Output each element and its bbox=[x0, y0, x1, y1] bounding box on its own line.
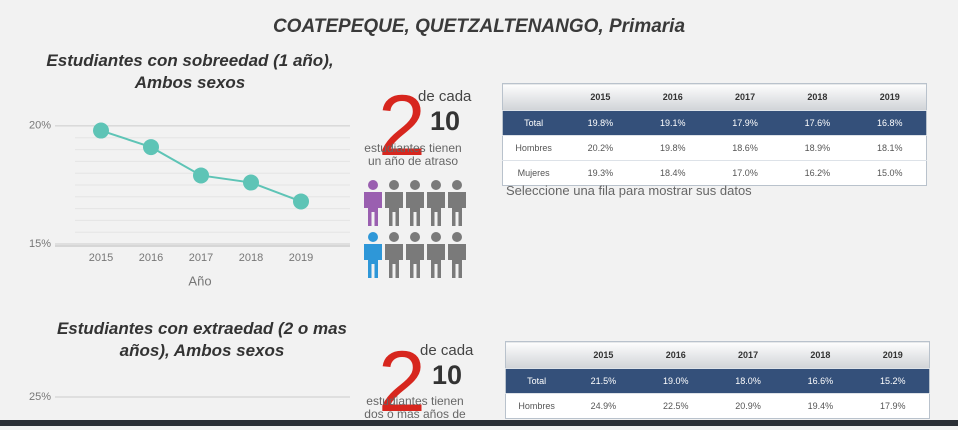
cell: 21.5% bbox=[567, 368, 640, 394]
cell: 16.6% bbox=[784, 368, 857, 394]
x-tick-label: 2016 bbox=[139, 252, 163, 264]
person-body bbox=[406, 244, 424, 278]
cell: 17.0% bbox=[708, 160, 782, 186]
cell: 20.2% bbox=[564, 135, 637, 161]
table-row[interactable]: Hombres 24.9% 22.5% 20.9% 19.4% 17.9% bbox=[505, 393, 930, 419]
person-body bbox=[427, 244, 445, 278]
person-body bbox=[385, 192, 403, 226]
x-axis-label: Año bbox=[188, 273, 211, 288]
chart-title: Estudiantes con extraedad (2 o mas años)… bbox=[56, 319, 348, 360]
page-title: COATEPEQUE, QUETZALTENANGO, Primaria bbox=[272, 16, 686, 37]
cell: 22.5% bbox=[639, 393, 712, 419]
cell: 19.1% bbox=[636, 110, 709, 136]
table-row[interactable]: Total 21.5% 19.0% 18.0% 16.6% 15.2% bbox=[505, 368, 930, 394]
cell: 17.6% bbox=[781, 110, 854, 136]
person-head bbox=[452, 180, 462, 190]
cell: 16.8% bbox=[853, 110, 927, 136]
info-de-cada: de cada bbox=[420, 342, 474, 359]
cell: 19.3% bbox=[564, 160, 637, 186]
y-tick-label: 25% bbox=[29, 391, 51, 403]
column-header: 2015 bbox=[564, 83, 637, 111]
cell: 15.2% bbox=[856, 368, 930, 394]
column-header: 2016 bbox=[639, 341, 712, 369]
info-text: estudiantes tienen dos o mas años de bbox=[364, 395, 466, 420]
y-tick-label: 15% bbox=[29, 238, 51, 250]
cell: 19.4% bbox=[784, 393, 857, 419]
person-head bbox=[389, 180, 399, 190]
person-head bbox=[389, 232, 399, 242]
info-number: 2 bbox=[378, 78, 426, 174]
column-header: 2017 bbox=[708, 83, 782, 111]
x-tick-label: 2017 bbox=[189, 252, 213, 264]
person-body bbox=[427, 192, 445, 226]
bottom-bar bbox=[0, 420, 958, 426]
header-corner bbox=[502, 83, 565, 111]
cell: 24.9% bbox=[567, 393, 640, 419]
person-head bbox=[410, 232, 420, 242]
chart-title: Estudiantes con sobreedad (1 año), Ambos… bbox=[46, 51, 334, 92]
cell: 17.9% bbox=[708, 110, 782, 136]
cell: 18.6% bbox=[708, 135, 782, 161]
person-head bbox=[368, 232, 378, 242]
cell: 16.2% bbox=[781, 160, 854, 186]
point bbox=[93, 122, 109, 139]
table-row[interactable]: Hombres 20.2% 19.8% 18.6% 18.9% 18.1% bbox=[502, 135, 927, 161]
person-body bbox=[406, 192, 424, 226]
person-body bbox=[364, 244, 382, 278]
note: Seleccione una fila para mostrar sus dat… bbox=[506, 183, 752, 198]
row-label: Hombres bbox=[502, 135, 565, 161]
cell: 20.9% bbox=[711, 393, 785, 419]
person-head bbox=[452, 232, 462, 242]
cell: 18.1% bbox=[853, 135, 927, 161]
cell: 18.0% bbox=[711, 368, 785, 394]
info-total: 10 bbox=[430, 106, 461, 136]
cell: 18.9% bbox=[781, 135, 854, 161]
info-number: 2 bbox=[378, 334, 426, 430]
point bbox=[293, 193, 309, 210]
column-header: 2016 bbox=[636, 83, 709, 111]
x-tick-label: 2019 bbox=[289, 252, 313, 264]
line bbox=[100, 129, 302, 203]
row-label: Hombres bbox=[505, 393, 568, 419]
person-body bbox=[448, 244, 466, 278]
cell: 19.0% bbox=[639, 368, 712, 394]
point bbox=[193, 167, 209, 184]
table-row[interactable]: Mujeres 19.3% 18.4% 17.0% 16.2% 15.0% bbox=[502, 160, 927, 186]
cell: 18.4% bbox=[636, 160, 709, 186]
point bbox=[243, 174, 259, 191]
person-body bbox=[385, 244, 403, 278]
row-label: Total bbox=[502, 110, 565, 136]
header-corner bbox=[505, 341, 568, 369]
column-header: 2018 bbox=[781, 83, 854, 111]
person-head bbox=[410, 180, 420, 190]
data-table: 2015 2016 2017 2018 2019 Total 21.5% 19.0% 18.0%… bbox=[505, 341, 930, 419]
person-head bbox=[431, 232, 441, 242]
data-table: 2015 2016 2017 2018 2019 Total 19.8% 19.1% 17.9%… bbox=[502, 83, 927, 186]
column-header: 2017 bbox=[711, 341, 785, 369]
info-text: estudiantes tienen un año de atraso bbox=[364, 141, 462, 168]
column-header: 2019 bbox=[856, 341, 930, 369]
person-head bbox=[431, 180, 441, 190]
cell: 19.8% bbox=[564, 110, 637, 136]
cell: 19.8% bbox=[636, 135, 709, 161]
info-total: 10 bbox=[432, 360, 463, 390]
y-tick-label: 20% bbox=[29, 120, 51, 132]
column-header: 2019 bbox=[853, 83, 927, 111]
column-header: 2015 bbox=[567, 341, 640, 369]
row-label: Mujeres bbox=[502, 160, 565, 186]
person-head bbox=[368, 180, 378, 190]
table-row[interactable]: Total 19.8% 19.1% 17.9% 17.6% 16.8% bbox=[502, 110, 927, 136]
charts: 20% 15% 2015 2016 2017 2018 2019 Año 25% bbox=[29, 120, 466, 403]
x-tick-label: 2018 bbox=[239, 252, 263, 264]
row-label: Total bbox=[505, 368, 568, 394]
info-de-cada: de cada bbox=[418, 88, 472, 105]
cell: 15.0% bbox=[853, 160, 927, 186]
person-body bbox=[364, 192, 382, 226]
point bbox=[143, 139, 159, 156]
cell: 17.9% bbox=[856, 393, 930, 419]
person-body bbox=[448, 192, 466, 226]
x-tick-label: 2015 bbox=[89, 252, 113, 264]
column-header: 2018 bbox=[784, 341, 857, 369]
